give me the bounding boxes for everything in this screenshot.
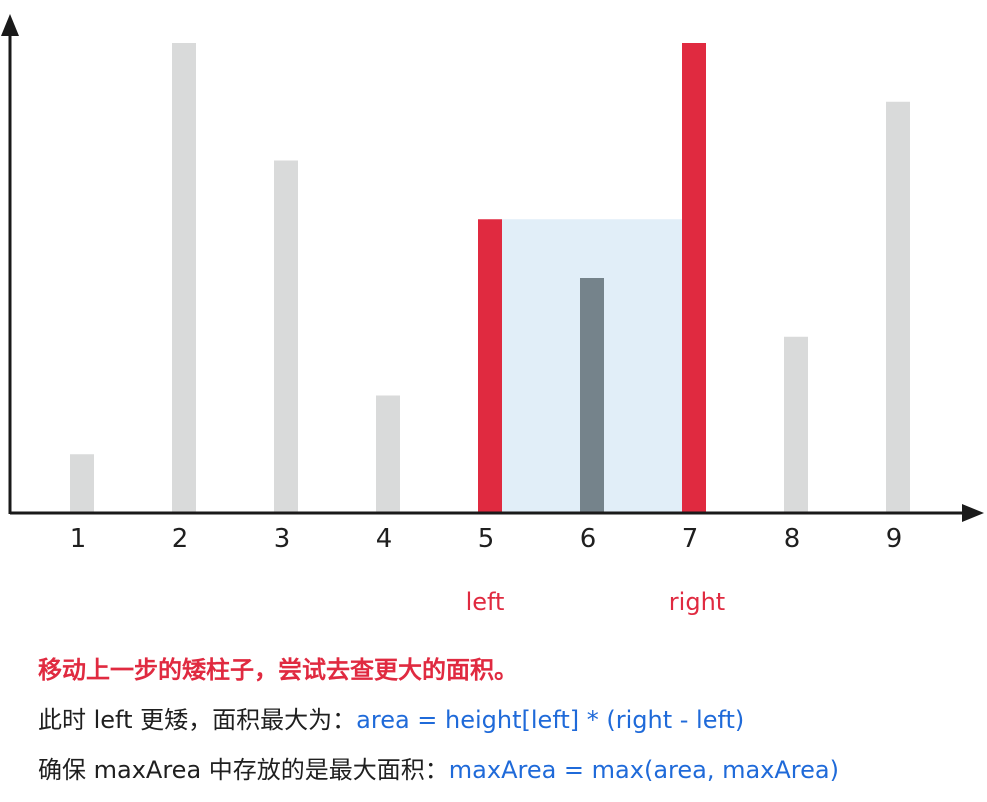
- x-tick-labels: 1 2 3 4 5 6 7 8 9: [70, 524, 903, 554]
- step-description: 移动上一步的矮柱子，尝试去查更大的面积。: [38, 656, 518, 684]
- x-tick-6: 6: [580, 524, 597, 554]
- bar-2: [172, 43, 196, 513]
- x-tick-1: 1: [70, 524, 87, 554]
- right-pointer-label: right: [669, 588, 725, 616]
- axes: [1, 14, 984, 522]
- bar-1: [70, 454, 94, 513]
- y-axis-arrow: [1, 14, 19, 36]
- bar-6: [580, 278, 604, 513]
- x-axis-arrow: [962, 504, 984, 522]
- maxarea-formula-prefix: 确保 maxArea 中存放的是最大面积：: [38, 756, 449, 784]
- bar-4: [376, 395, 400, 513]
- bar-5: [478, 219, 502, 513]
- bar-3: [274, 160, 298, 513]
- x-tick-5: 5: [478, 524, 495, 554]
- pointer-labels: left right: [466, 588, 726, 616]
- x-tick-7: 7: [682, 524, 699, 554]
- bar-8: [784, 336, 808, 513]
- x-tick-3: 3: [274, 524, 291, 554]
- bar-chart: 1 2 3 4 5 6 7 8 9 left right: [1, 14, 984, 616]
- area-formula-prefix: 此时 left 更矮，面积最大为：: [38, 706, 357, 734]
- x-tick-9: 9: [886, 524, 903, 554]
- area-formula-line: 此时 left 更矮，面积最大为：area = height[left] * (…: [38, 700, 744, 735]
- x-tick-4: 4: [376, 524, 393, 554]
- bars-layer: [70, 43, 910, 513]
- bar-7: [682, 43, 706, 513]
- area-formula-code: area = height[left] * (right - left): [356, 706, 745, 734]
- maxarea-formula-code: maxArea = max(area, maxArea): [448, 756, 839, 784]
- maxarea-formula-line: 确保 maxArea 中存放的是最大面积：maxArea = max(area,…: [38, 750, 839, 785]
- x-tick-2: 2: [172, 524, 189, 554]
- x-tick-8: 8: [784, 524, 801, 554]
- bar-9: [886, 101, 910, 513]
- left-pointer-label: left: [466, 588, 505, 616]
